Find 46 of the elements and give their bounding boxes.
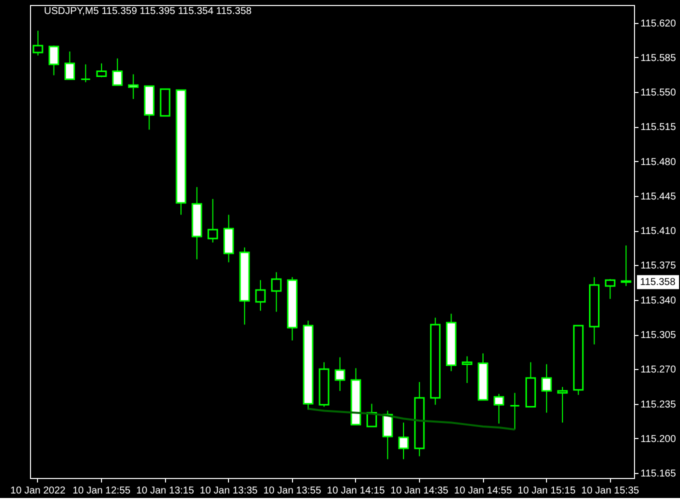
x-tick-label: 10 Jan 12:55 [72, 486, 131, 496]
y-tick-label: 115.305 [640, 330, 676, 342]
y-tick-label: 115.410 [640, 226, 676, 238]
candlestick [48, 45, 60, 76]
x-tick-label: 10 Jan 13:35 [200, 486, 258, 496]
candlestick [80, 64, 91, 83]
x-tick-label: 10 Jan 15:35 [581, 486, 640, 496]
candlestick [255, 280, 266, 312]
y-tick-label: 115.515 [640, 122, 676, 134]
y-tick-label: 115.270 [640, 364, 676, 376]
x-tick-label: 10 Jan 15:15 [518, 486, 576, 496]
candlestick [96, 62, 107, 78]
candlestick [271, 272, 282, 312]
candlestick [64, 51, 75, 80]
candlestick [382, 410, 393, 460]
x-tick-label: 10 Jan 14:15 [326, 486, 386, 496]
chart-title: USDJPY,M5 115.359 115.395 115.354 115.358 [44, 6, 252, 17]
candlestick [112, 58, 123, 86]
x-tick-label: 10 Jan 2022 [10, 486, 66, 496]
y-tick-label: 115.375 [640, 260, 676, 272]
y-tick-label: 115.235 [640, 399, 676, 410]
y-tick-label: 115.165 [640, 468, 676, 480]
annotation: 115.358 [640, 277, 676, 288]
candlestick [462, 356, 472, 384]
x-tick-label: 10 Jan 14:35 [390, 486, 449, 496]
candlestick [334, 356, 346, 392]
y-tick-label: 115.200 [640, 434, 676, 445]
y-tick-label: 115.480 [640, 156, 676, 168]
candlestick [208, 198, 218, 243]
y-tick-label: 115.445 [640, 191, 676, 202]
candlestick [398, 422, 409, 460]
y-tick-label: 115.620 [640, 18, 676, 30]
x-tick-label: 10 Jan 14:55 [454, 486, 512, 496]
candlestick [494, 393, 504, 424]
candlestick [604, 278, 616, 300]
y-tick-label: 115.340 [640, 295, 676, 306]
candlestick [510, 392, 520, 430]
candlestick [541, 364, 552, 414]
y-tick-label: 115.550 [640, 88, 676, 99]
candlestick [557, 386, 568, 424]
candlestick [32, 30, 44, 56]
candlestick [620, 244, 632, 287]
y-tick-label: 115.585 [640, 52, 676, 64]
candlestick [128, 74, 139, 100]
x-tick-label: 10 Jan 13:15 [136, 486, 194, 496]
x-tick-label: 10 Jan 13:55 [263, 486, 322, 496]
